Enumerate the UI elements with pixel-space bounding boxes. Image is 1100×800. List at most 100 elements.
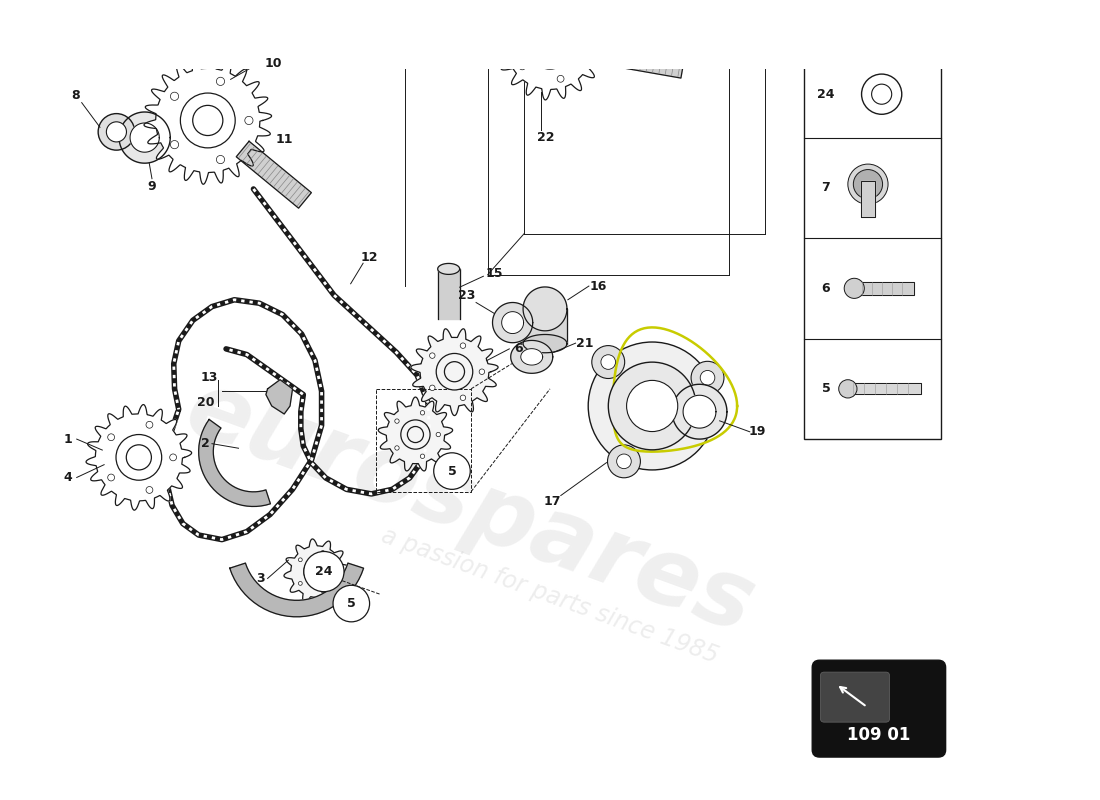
Circle shape — [146, 486, 153, 494]
Polygon shape — [230, 563, 364, 617]
Polygon shape — [86, 405, 191, 510]
Circle shape — [309, 565, 323, 578]
Circle shape — [304, 551, 344, 592]
Circle shape — [527, 23, 573, 69]
Text: 7: 7 — [822, 182, 830, 194]
FancyBboxPatch shape — [804, 50, 942, 439]
Text: 109 01: 109 01 — [847, 726, 911, 744]
Circle shape — [420, 454, 425, 458]
Circle shape — [420, 410, 425, 415]
Circle shape — [304, 558, 329, 584]
Text: 2: 2 — [201, 437, 210, 450]
Polygon shape — [438, 269, 460, 319]
Polygon shape — [284, 539, 349, 604]
Polygon shape — [378, 397, 452, 471]
Polygon shape — [860, 181, 876, 217]
Circle shape — [98, 114, 134, 150]
Text: 22: 22 — [537, 131, 554, 144]
Circle shape — [519, 63, 526, 70]
Text: 8: 8 — [72, 89, 79, 102]
Circle shape — [444, 362, 464, 382]
Text: 6: 6 — [822, 282, 830, 295]
Text: 16: 16 — [590, 279, 607, 293]
Circle shape — [854, 170, 882, 199]
Text: a passion for parts since 1985: a passion for parts since 1985 — [378, 523, 722, 668]
Polygon shape — [848, 383, 921, 394]
Circle shape — [395, 419, 399, 423]
Circle shape — [170, 141, 178, 149]
Circle shape — [558, 10, 564, 17]
Polygon shape — [510, 341, 552, 374]
Circle shape — [617, 454, 631, 469]
Circle shape — [627, 380, 678, 431]
Circle shape — [701, 370, 715, 385]
Polygon shape — [524, 334, 567, 353]
Text: 1: 1 — [63, 433, 72, 446]
Circle shape — [321, 550, 324, 554]
Text: 5: 5 — [448, 465, 456, 478]
Circle shape — [407, 426, 424, 442]
Polygon shape — [524, 309, 567, 344]
Circle shape — [321, 589, 324, 593]
Circle shape — [430, 353, 434, 358]
Polygon shape — [199, 419, 271, 506]
Circle shape — [538, 34, 562, 58]
Polygon shape — [520, 349, 542, 365]
Polygon shape — [592, 45, 684, 78]
Circle shape — [607, 445, 640, 478]
Circle shape — [592, 346, 625, 378]
Text: 19: 19 — [748, 426, 766, 438]
Circle shape — [146, 422, 153, 428]
Circle shape — [430, 385, 434, 390]
Circle shape — [192, 106, 223, 135]
Text: 10: 10 — [265, 58, 283, 70]
FancyBboxPatch shape — [812, 660, 946, 757]
Circle shape — [170, 92, 178, 101]
Circle shape — [108, 474, 114, 481]
Circle shape — [437, 354, 473, 390]
Circle shape — [480, 369, 485, 374]
Circle shape — [844, 278, 865, 298]
Circle shape — [217, 155, 224, 164]
Circle shape — [838, 380, 857, 398]
Text: 3: 3 — [256, 572, 264, 585]
Circle shape — [519, 22, 526, 30]
Circle shape — [298, 558, 302, 562]
Circle shape — [126, 445, 152, 470]
Text: 9: 9 — [147, 181, 156, 194]
Circle shape — [558, 75, 564, 82]
Circle shape — [217, 78, 224, 86]
Polygon shape — [438, 263, 460, 274]
Text: 21: 21 — [576, 337, 594, 350]
Polygon shape — [411, 329, 498, 415]
Polygon shape — [144, 57, 272, 184]
Circle shape — [581, 42, 587, 50]
Text: eurospares: eurospares — [173, 362, 766, 653]
Polygon shape — [130, 123, 159, 152]
Text: 6: 6 — [514, 342, 522, 355]
Circle shape — [180, 93, 235, 148]
Text: 13: 13 — [201, 371, 218, 384]
Circle shape — [245, 116, 253, 125]
Text: 24: 24 — [817, 88, 835, 101]
Circle shape — [460, 343, 465, 348]
Text: 20: 20 — [197, 396, 215, 409]
Polygon shape — [683, 395, 716, 428]
Circle shape — [108, 434, 114, 441]
Circle shape — [608, 362, 696, 450]
Circle shape — [334, 570, 339, 574]
Polygon shape — [119, 112, 170, 163]
Circle shape — [395, 446, 399, 450]
Text: 12: 12 — [361, 251, 378, 264]
Text: 15: 15 — [485, 267, 503, 280]
Text: 23: 23 — [459, 289, 475, 302]
Circle shape — [691, 362, 724, 394]
Polygon shape — [855, 282, 914, 294]
Circle shape — [436, 432, 440, 437]
Polygon shape — [488, 34, 510, 55]
Text: 14: 14 — [396, 0, 414, 2]
Text: 17: 17 — [543, 494, 561, 507]
Polygon shape — [672, 384, 727, 439]
Circle shape — [116, 434, 162, 480]
Text: 5: 5 — [822, 382, 830, 395]
